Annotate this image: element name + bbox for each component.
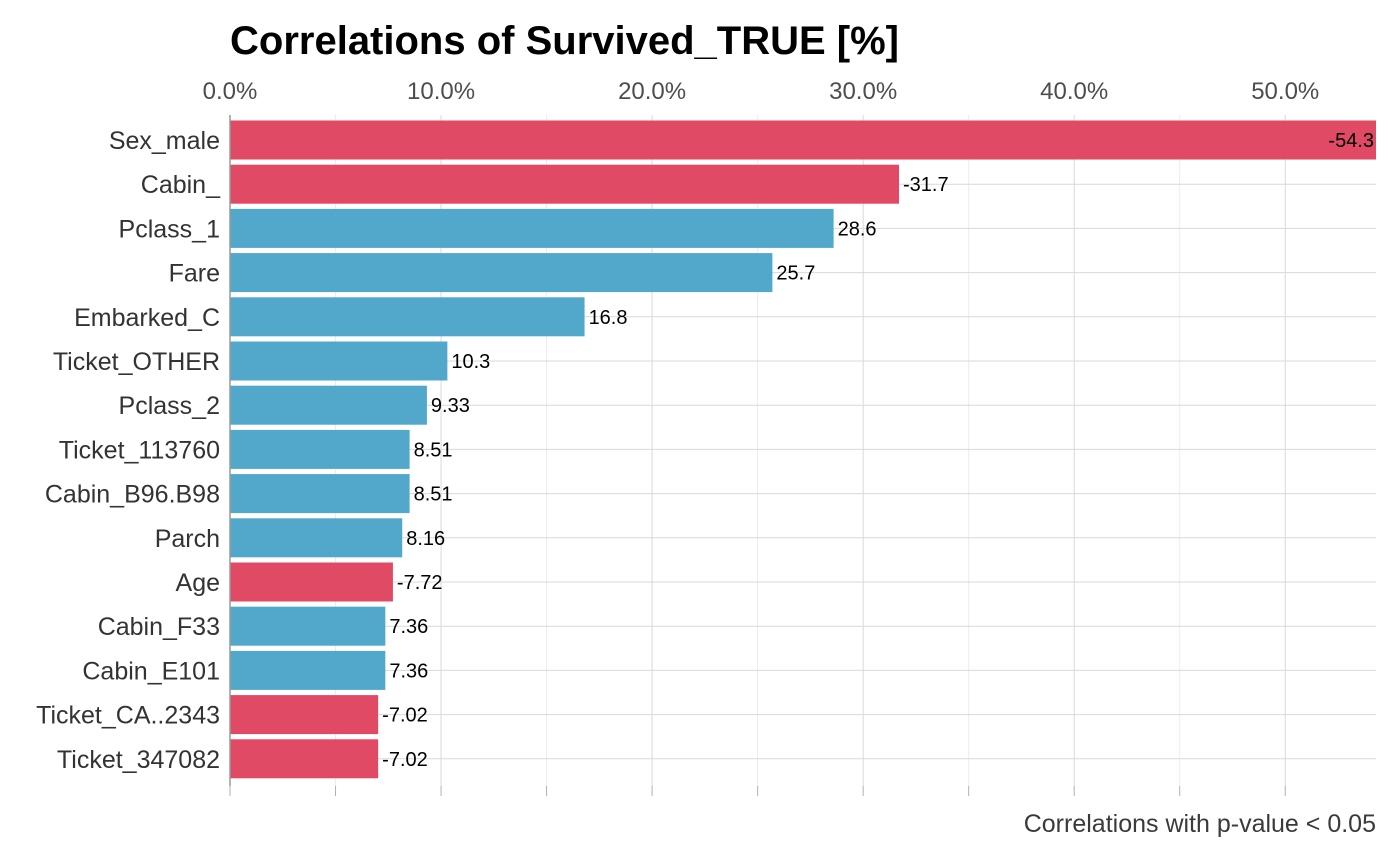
category-label: Ticket_OTHER [53, 348, 220, 376]
category-label: Sex_male [109, 127, 220, 155]
x-tick-label: 10.0% [407, 78, 475, 105]
bar [230, 562, 393, 602]
value-label: 7.36 [389, 660, 428, 682]
x-tick-label: 20.0% [618, 78, 686, 105]
category-label: Parch [155, 525, 220, 553]
x-tick-label: 50.0% [1251, 78, 1319, 105]
value-label: -31.7 [903, 174, 949, 196]
bar [230, 739, 379, 779]
category-label: Pclass_1 [119, 215, 220, 243]
bar [230, 429, 410, 469]
value-label: 16.8 [589, 307, 628, 329]
category-label: Fare [169, 260, 220, 288]
bar [230, 650, 386, 690]
x-tick-label: 40.0% [1040, 78, 1108, 105]
x-tick-label: 30.0% [829, 78, 897, 105]
bar [230, 385, 427, 425]
chart-caption: Correlations with p-value < 0.05 [1023, 810, 1376, 838]
bar [230, 606, 386, 646]
bar [230, 164, 900, 204]
category-label: Ticket_CA..2343 [36, 702, 220, 730]
value-label: 25.7 [776, 263, 815, 285]
axes [229, 115, 1286, 796]
value-label: -7.02 [382, 749, 428, 771]
category-label: Cabin_E101 [82, 657, 220, 685]
value-label: 10.3 [451, 351, 490, 373]
category-label: Ticket_347082 [57, 746, 220, 774]
labels: 0.0% 10.0% 20.0% 30.0% 40.0% 50.0% Sex_male -54… [36, 78, 1374, 774]
category-label: Cabin_B96.B98 [45, 481, 220, 509]
category-label: Age [176, 569, 220, 597]
bar [230, 341, 448, 381]
category-label: Cabin_F33 [98, 613, 220, 641]
chart-title: Correlations of Survived_TRUE [%] [230, 19, 900, 63]
category-label: Ticket_113760 [59, 436, 220, 464]
bar [230, 518, 403, 558]
value-label: -54.3 [1328, 130, 1374, 152]
value-label: 8.51 [414, 439, 453, 461]
value-label: 8.51 [414, 484, 453, 506]
value-label: 28.6 [838, 218, 877, 240]
category-label: Cabin_ [141, 171, 221, 199]
value-label: 8.16 [406, 528, 445, 550]
bar [230, 208, 834, 248]
bar [230, 474, 410, 514]
bars [230, 120, 1376, 779]
bar [230, 695, 379, 735]
category-label: Pclass_2 [119, 392, 220, 420]
value-label: -7.72 [397, 572, 443, 594]
bar [230, 120, 1376, 160]
category-label: Embarked_C [74, 304, 220, 332]
x-tick-label: 0.0% [203, 78, 258, 105]
value-label: 9.33 [431, 395, 470, 417]
bar [230, 297, 585, 337]
bar [230, 253, 773, 293]
value-label: -7.02 [382, 705, 428, 727]
value-label: 7.36 [389, 616, 428, 638]
